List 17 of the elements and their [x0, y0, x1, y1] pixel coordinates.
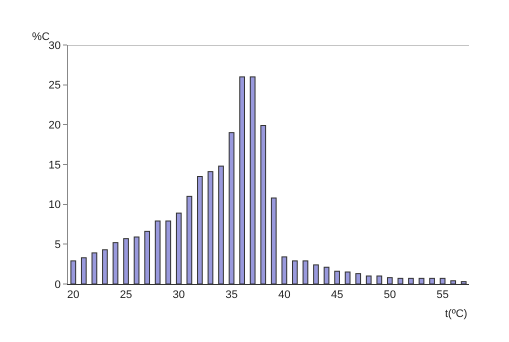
x-tick-label: 25 [120, 289, 132, 302]
x-tick-label: 40 [278, 289, 290, 302]
y-tick-label: 5 [54, 239, 61, 252]
x-tick-label: 50 [384, 289, 396, 302]
y-tick-label: 0 [54, 278, 61, 291]
x-tick-label: 35 [225, 289, 238, 302]
x-tick-label: 30 [172, 289, 185, 302]
y-tick-label: 20 [48, 120, 61, 132]
x-tick-label: 45 [330, 289, 344, 302]
y-tick-label: 15 [48, 159, 61, 172]
x-tick-label: 55 [436, 289, 449, 302]
x-axis-title: t(ºC) [445, 308, 468, 320]
y-axis-title: %C [32, 31, 50, 43]
y-tick-label: 25 [48, 80, 61, 92]
y-tick-label: 10 [48, 199, 61, 212]
y-tick-label: 30 [48, 40, 61, 52]
x-tick-label: 20 [67, 289, 80, 302]
